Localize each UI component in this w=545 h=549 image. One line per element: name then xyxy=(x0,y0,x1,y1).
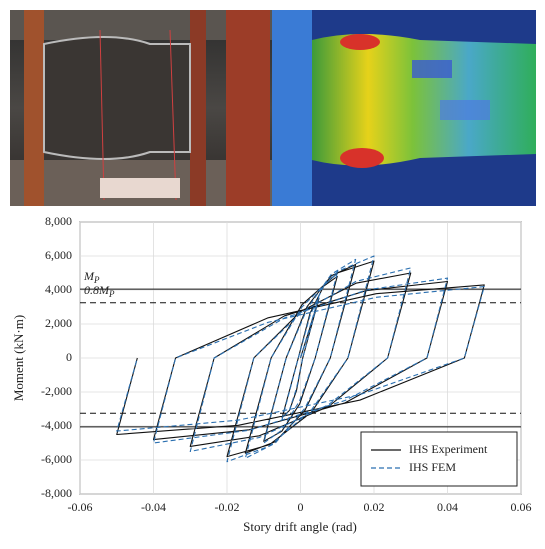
y-tick-label: 0 xyxy=(66,350,72,364)
y-tick-label: -6,000 xyxy=(41,452,72,466)
reference-label-subscript: P xyxy=(93,275,100,285)
x-tick-label: 0.04 xyxy=(437,500,458,514)
y-tick-label: -4,000 xyxy=(41,418,72,432)
x-axis-title: Story drift angle (rad) xyxy=(243,519,357,534)
legend-label: IHS Experiment xyxy=(409,442,488,456)
test-photo xyxy=(10,10,272,206)
reference-label-main: M xyxy=(83,269,95,283)
legend: IHS Experiment IHS FEM xyxy=(360,431,518,487)
y-tick-label: -2,000 xyxy=(41,384,72,398)
reference-label-subscript: P xyxy=(108,289,115,299)
x-tick-label: -0.06 xyxy=(68,500,93,514)
x-tick-label: 0 xyxy=(298,500,304,514)
y-tick-label: 4,000 xyxy=(45,282,72,296)
y-tick-label: -8,000 xyxy=(41,486,72,500)
x-tick-label: 0.02 xyxy=(364,500,385,514)
series-line xyxy=(116,255,485,463)
x-tick-label: -0.04 xyxy=(141,500,166,514)
y-tick-label: 2,000 xyxy=(45,316,72,330)
reference-label: MP xyxy=(83,269,100,285)
x-tick-label: 0.06 xyxy=(511,500,532,514)
legend-label: IHS FEM xyxy=(409,460,456,474)
y-axis-title: Moment (kN·m) xyxy=(11,315,26,401)
reference-label-main: 0.8M xyxy=(84,283,110,297)
reference-label: 0.8MP xyxy=(84,283,115,299)
fem-image xyxy=(272,10,536,206)
y-tick-label: 6,000 xyxy=(45,248,72,262)
x-tick-label: -0.02 xyxy=(215,500,240,514)
y-tick-label: 8,000 xyxy=(45,214,72,228)
legend-box xyxy=(360,431,518,487)
